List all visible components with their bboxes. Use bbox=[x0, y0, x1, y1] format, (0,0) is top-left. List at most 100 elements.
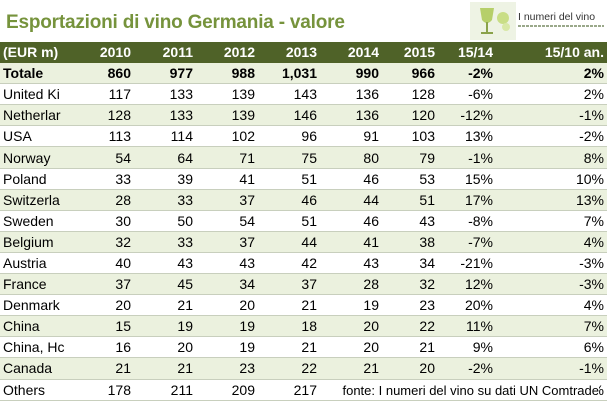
table-cell: 32 bbox=[382, 273, 438, 296]
table-cell: 46 bbox=[258, 189, 320, 211]
table-row: Sweden 30 50 54 51 46 43 -8% 7% bbox=[0, 210, 607, 232]
row-label: China bbox=[0, 315, 72, 338]
table-cell: 102 bbox=[196, 125, 258, 148]
table-cell: 211 bbox=[134, 379, 196, 401]
row-label: USA bbox=[0, 125, 72, 148]
header-row: (EUR m) 2010 2011 2012 2013 2014 2015 15/14 15/1… bbox=[0, 42, 607, 64]
table-row: United Ki 117 133 139 143 136 128 -6% 2% bbox=[0, 83, 607, 106]
table-cell: 17% bbox=[438, 189, 496, 211]
table-cell: 16 bbox=[72, 336, 134, 359]
page-title: Esportazioni di vino Germania - valore bbox=[6, 12, 345, 33]
table-cell: 30 bbox=[72, 210, 134, 232]
row-label: Belgium bbox=[0, 231, 72, 253]
table-cell: 21 bbox=[134, 294, 196, 317]
table-cell: 136 bbox=[320, 83, 382, 106]
table-cell: 51 bbox=[258, 168, 320, 190]
table-cell: 41 bbox=[196, 168, 258, 190]
table-row: USA 113 114 102 96 91 103 13% -2% bbox=[0, 125, 607, 148]
table-cell: 54 bbox=[196, 210, 258, 232]
table-cell: 42 bbox=[258, 252, 320, 275]
table-cell: 136 bbox=[320, 104, 382, 127]
table-cell: 7% bbox=[496, 315, 607, 338]
row-label: Totale bbox=[0, 62, 72, 85]
table-cell: 46 bbox=[320, 168, 382, 190]
total-row: Totale 860 977 988 1,031 990 966 -2% 2% bbox=[0, 62, 607, 85]
table-row: Canada 21 21 23 22 21 20 -2% -1% bbox=[0, 357, 607, 380]
table-cell: 21 bbox=[258, 294, 320, 317]
table-cell: 6% bbox=[496, 336, 607, 359]
table-cell: 96 bbox=[258, 125, 320, 148]
table-cell: 32 bbox=[72, 231, 134, 253]
table-cell: -1% bbox=[496, 104, 607, 127]
table-cell: 28 bbox=[320, 273, 382, 296]
table-cell: 8% bbox=[496, 146, 607, 169]
column-header: 2013 bbox=[258, 42, 320, 64]
table-cell: 44 bbox=[320, 189, 382, 211]
column-header: 15/14 bbox=[438, 42, 496, 64]
table-cell: 22 bbox=[382, 315, 438, 338]
table-cell: 37 bbox=[196, 189, 258, 211]
table-cell: 41 bbox=[320, 231, 382, 253]
table-cell: 103 bbox=[382, 125, 438, 148]
table-cell: 15 bbox=[72, 315, 134, 338]
wine-glass-logo-icon bbox=[470, 2, 516, 40]
table-cell: 21 bbox=[72, 357, 134, 380]
table-cell: 18 bbox=[258, 315, 320, 338]
table-cell: 217 bbox=[258, 379, 320, 401]
table-cell: 91 bbox=[320, 125, 382, 148]
table-cell: -7% bbox=[438, 231, 496, 253]
table-cell: -6% bbox=[438, 83, 496, 106]
table-cell: 40 bbox=[72, 252, 134, 275]
table-cell: 20 bbox=[72, 294, 134, 317]
table-cell: 33 bbox=[134, 189, 196, 211]
table-cell: 133 bbox=[134, 83, 196, 106]
table-cell: 45 bbox=[134, 273, 196, 296]
table-cell: 2% bbox=[496, 83, 607, 106]
table-cell: 64 bbox=[134, 146, 196, 169]
table-cell: 133 bbox=[134, 104, 196, 127]
table-cell: 977 bbox=[134, 62, 196, 85]
column-header: (EUR m) bbox=[0, 42, 72, 64]
table-cell: 43 bbox=[382, 210, 438, 232]
table-cell: 28 bbox=[72, 189, 134, 211]
table-row: China 15 19 19 18 20 22 11% 7% bbox=[0, 315, 607, 338]
table-cell: 51 bbox=[382, 189, 438, 211]
table-cell: 128 bbox=[72, 104, 134, 127]
table-cell: 37 bbox=[258, 273, 320, 296]
column-header: 2012 bbox=[196, 42, 258, 64]
table-cell: 23 bbox=[196, 357, 258, 380]
table-cell: 21 bbox=[258, 336, 320, 359]
table-cell: 50 bbox=[134, 210, 196, 232]
table-cell: 80 bbox=[320, 146, 382, 169]
table-cell: 54 bbox=[72, 146, 134, 169]
row-label: Poland bbox=[0, 168, 72, 190]
table-cell: 9% bbox=[438, 336, 496, 359]
column-header: 2011 bbox=[134, 42, 196, 64]
table-cell: 46 bbox=[320, 210, 382, 232]
table-cell: 20% bbox=[438, 294, 496, 317]
column-header: 2015 bbox=[382, 42, 438, 64]
row-label: Others bbox=[0, 379, 72, 401]
table-cell: 146 bbox=[258, 104, 320, 127]
table-cell: 79 bbox=[382, 146, 438, 169]
table-cell: 20 bbox=[320, 336, 382, 359]
logo: I numeri del vino bbox=[470, 2, 607, 40]
table-cell: -2% bbox=[438, 62, 496, 85]
table-cell: -2% bbox=[438, 357, 496, 380]
table-cell: 139 bbox=[196, 83, 258, 106]
column-header: 15/10 an. bbox=[496, 42, 607, 64]
table-cell: 128 bbox=[382, 83, 438, 106]
table-cell: 43 bbox=[320, 252, 382, 275]
table-cell: 75 bbox=[258, 146, 320, 169]
table-cell: 20 bbox=[382, 357, 438, 380]
table-cell: 34 bbox=[196, 273, 258, 296]
table-cell: 1,031 bbox=[258, 62, 320, 85]
row-label: Sweden bbox=[0, 210, 72, 232]
table-cell: 51 bbox=[258, 210, 320, 232]
table-cell: -1% bbox=[438, 146, 496, 169]
table-cell: 21 bbox=[382, 336, 438, 359]
table-row: Switzerla 28 33 37 46 44 51 17% 13% bbox=[0, 189, 607, 211]
table-cell: 23 bbox=[382, 294, 438, 317]
table-cell: 33 bbox=[72, 168, 134, 190]
row-label: China, Hc bbox=[0, 336, 72, 359]
